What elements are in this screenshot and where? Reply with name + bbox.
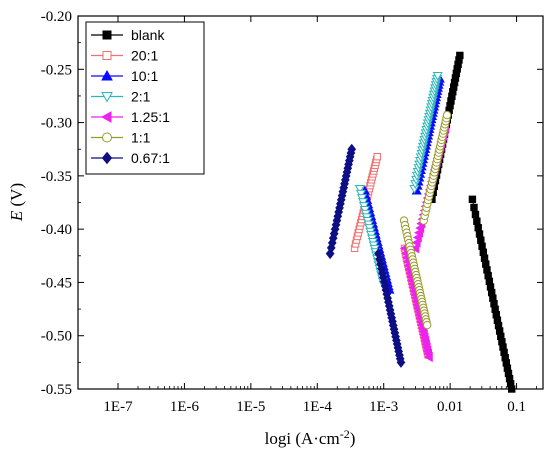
data-point (373, 152, 381, 161)
x-axis-title-exponent: -2 (340, 427, 350, 441)
x-axis-title-unit: (A·cm (295, 429, 339, 448)
legend-marker (102, 30, 112, 40)
data-point (468, 195, 477, 204)
x-tick-label: 1E-7 (103, 399, 133, 415)
data-point (422, 320, 432, 330)
data-point (354, 184, 365, 194)
y-tick-label: -0.55 (41, 382, 72, 398)
series-0.67:1 (325, 143, 406, 368)
x-tick-label: 1E-5 (236, 399, 265, 415)
x-tick-label: 0.1 (507, 399, 526, 415)
legend-label: 0.67:1 (131, 150, 170, 166)
x-axis-title: logi (A·cm-2) (265, 427, 356, 448)
x-axis-title-main: logi (265, 429, 292, 448)
x-tick-label: 1E-6 (170, 399, 200, 415)
legend-label: 10:1 (131, 68, 158, 84)
x-tick-label: 1E-3 (369, 399, 398, 415)
data-layer (325, 51, 516, 393)
legend-label: 20:1 (131, 48, 158, 64)
y-tick-label: -0.40 (41, 222, 72, 238)
y-tick-label: -0.50 (41, 329, 72, 345)
data-point (347, 143, 357, 155)
x-tick-label: 0.01 (437, 399, 463, 415)
y-tick-label: -0.20 (41, 9, 72, 25)
y-tick-label: -0.45 (41, 275, 72, 291)
legend-label: 1.25:1 (131, 109, 170, 125)
legend-marker (101, 69, 113, 81)
legend-marker (102, 132, 112, 143)
legend-label: blank (131, 27, 165, 43)
data-point (470, 203, 478, 212)
series-blank (428, 51, 516, 393)
legend-marker (100, 111, 112, 123)
legend: blank 20:1 10:1 2:1 1.25:1 1:1 0.67:1 (85, 21, 205, 175)
x-axis-title-close: ) (350, 429, 356, 448)
axis-ticks: 1E-7 1E-6 1E-5 1E-4 1E-3 0.01 0.1 -0.55 -0.50 -0.… (41, 9, 543, 415)
data-point (474, 223, 482, 232)
y-axis-title-italic: E (7, 210, 26, 222)
legend-label: 1:1 (131, 130, 151, 146)
y-axis-title-unit: (V) (7, 183, 26, 207)
y-axis-title: E (V) (7, 183, 26, 222)
data-point (477, 236, 485, 244)
data-point (456, 51, 464, 60)
legend-label: 2:1 (131, 89, 151, 105)
legend-marker (102, 51, 112, 60)
data-point (442, 110, 452, 120)
data-point (396, 356, 406, 368)
legend-marker (101, 92, 113, 103)
y-tick-label: -0.35 (41, 169, 72, 185)
data-point (432, 71, 443, 81)
data-point (473, 217, 481, 225)
data-point (475, 230, 484, 238)
series-1:1 (399, 110, 452, 330)
data-point (471, 210, 480, 219)
y-tick-label: -0.30 (41, 116, 72, 132)
legend-marker (101, 151, 113, 165)
y-tick-label: -0.25 (41, 62, 72, 78)
data-point (478, 242, 486, 250)
data-point (423, 351, 433, 363)
data-point (355, 189, 367, 199)
x-tick-label: 1E-4 (303, 399, 333, 415)
data-point (410, 243, 420, 254)
